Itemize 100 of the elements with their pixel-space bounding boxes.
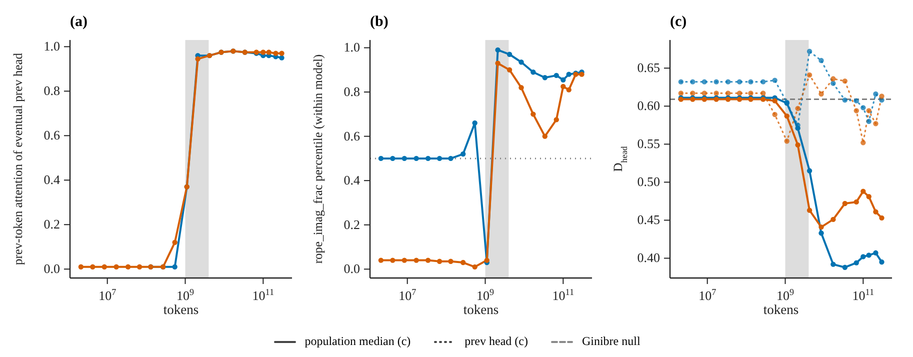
point xyxy=(472,120,478,126)
point xyxy=(842,264,848,270)
x-tick-label: 10$^{11}$ xyxy=(252,287,274,303)
point xyxy=(806,168,812,174)
point xyxy=(460,151,466,157)
point xyxy=(390,258,396,263)
chart-title: (c) xyxy=(670,14,687,31)
point xyxy=(725,79,731,84)
point xyxy=(530,70,536,75)
y-axis-title: prev-token attention of eventual prev head xyxy=(11,52,25,266)
point xyxy=(772,78,778,83)
point xyxy=(725,90,731,96)
point xyxy=(830,216,836,222)
point xyxy=(378,258,384,263)
point xyxy=(518,60,524,65)
point xyxy=(506,67,512,72)
x-tick-label: 10$^{7}$ xyxy=(98,287,117,303)
y-tick-label: 0.8 xyxy=(344,84,360,100)
point xyxy=(818,91,824,97)
y-tick-label: 0.55 xyxy=(637,136,660,152)
y-tick-label: 0.50 xyxy=(637,174,660,190)
point xyxy=(795,106,800,112)
point xyxy=(806,208,812,213)
point xyxy=(806,72,812,78)
point xyxy=(495,47,500,53)
x-tick-label: 10$^{7}$ xyxy=(398,287,417,303)
point xyxy=(830,80,836,86)
text: population median (c) xyxy=(304,334,411,349)
point xyxy=(436,156,442,162)
point xyxy=(542,134,548,139)
point xyxy=(530,112,536,117)
point xyxy=(795,142,800,148)
point xyxy=(795,126,800,131)
y-tick-label: 1.0 xyxy=(344,40,360,55)
point xyxy=(506,52,512,57)
point xyxy=(748,79,754,84)
point xyxy=(518,85,524,90)
point xyxy=(678,90,684,96)
point xyxy=(842,78,848,84)
point xyxy=(414,258,419,263)
y-tick-label: 0.0 xyxy=(344,261,360,276)
y-axis-title: rope_imag_frac percentile (within model) xyxy=(311,54,325,264)
point xyxy=(736,79,742,84)
y-tick-label: 0.4 xyxy=(344,172,360,188)
point xyxy=(495,60,500,66)
point xyxy=(772,112,778,118)
x-axis-title: tokens xyxy=(163,302,199,317)
x-tick-label: 10$^{9}$ xyxy=(476,287,494,303)
point xyxy=(448,156,454,162)
point xyxy=(484,258,490,263)
y-tick-label: 0.45 xyxy=(637,212,660,228)
point xyxy=(736,90,742,96)
point xyxy=(842,97,848,103)
point xyxy=(830,262,836,267)
point xyxy=(425,156,431,162)
y-tick-label: 0.60 xyxy=(637,98,660,114)
point xyxy=(542,75,548,80)
point xyxy=(748,90,754,96)
y-tick-label: 0.8 xyxy=(44,83,60,98)
point xyxy=(702,79,707,84)
point xyxy=(702,90,707,96)
y-tick-label: 1.0 xyxy=(44,38,60,54)
point xyxy=(714,90,719,96)
point xyxy=(402,156,407,162)
x-tick-label: 10$^{11}$ xyxy=(852,287,874,303)
point xyxy=(472,264,478,270)
point xyxy=(760,79,766,84)
y-tick-label: 0.40 xyxy=(637,250,660,266)
point xyxy=(842,200,848,206)
point xyxy=(690,90,696,96)
y-tick-label: 0.0 xyxy=(44,261,60,276)
y-tick-label: 0.4 xyxy=(44,172,60,188)
text: Ginibre null xyxy=(582,334,640,349)
point xyxy=(425,258,431,263)
point xyxy=(854,98,859,104)
point xyxy=(460,260,466,266)
point xyxy=(714,79,719,84)
point xyxy=(854,260,859,266)
x-tick-label: 10$^{9}$ xyxy=(776,287,794,303)
y-tick-label: 0.2 xyxy=(344,216,360,232)
point xyxy=(436,258,442,264)
x-tick-label: 10$^{11}$ xyxy=(552,287,574,303)
y-tick-label: 0.65 xyxy=(637,60,660,76)
point xyxy=(818,224,824,230)
point xyxy=(784,113,790,119)
point xyxy=(414,156,419,162)
y-tick-label: 0.6 xyxy=(344,128,360,144)
chart-title: (b) xyxy=(370,14,388,31)
point xyxy=(854,108,859,114)
point xyxy=(760,90,766,96)
y-tick-label: 0.6 xyxy=(44,128,60,143)
point xyxy=(690,79,696,84)
point xyxy=(854,199,859,205)
chart-title: (a) xyxy=(70,14,88,31)
point xyxy=(554,72,559,78)
point xyxy=(678,79,684,84)
point xyxy=(818,58,824,64)
point xyxy=(772,98,778,104)
point xyxy=(806,48,812,54)
point xyxy=(818,230,824,236)
